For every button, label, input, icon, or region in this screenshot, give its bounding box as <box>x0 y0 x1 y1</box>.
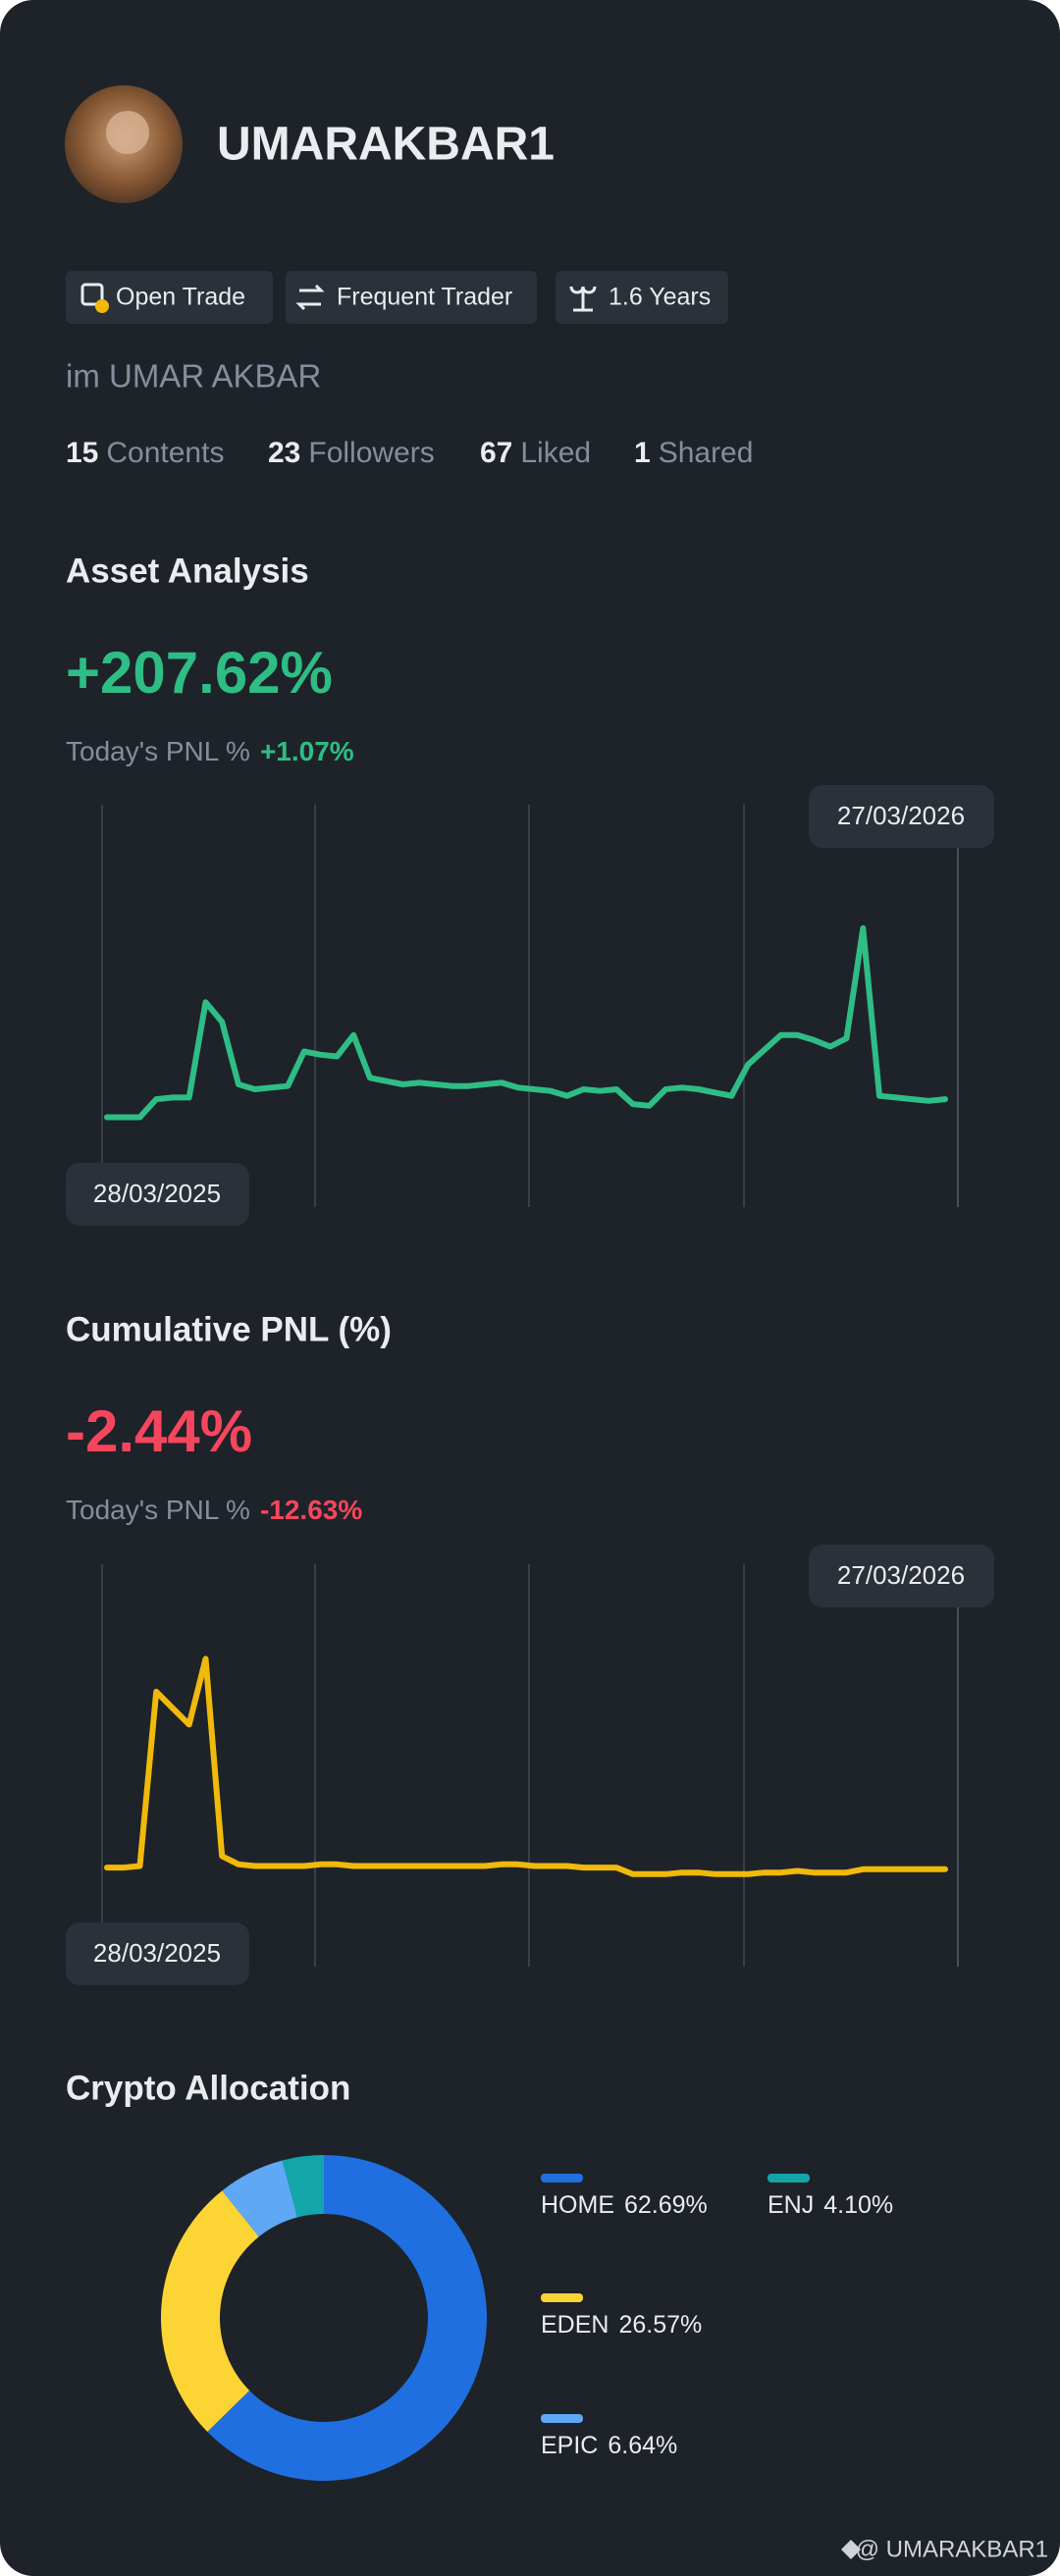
stat-label: Contents <box>106 437 224 469</box>
legend-name: EDEN <box>541 2311 609 2339</box>
badge[interactable] <box>66 271 273 324</box>
stat[interactable]: 15 Contents <box>66 437 224 469</box>
today-pnl-value: +1.07% <box>260 736 354 766</box>
legend-entry: HOME 62.69% <box>541 2191 708 2219</box>
bio: im UMAR AKBAR <box>66 358 321 394</box>
date-pill <box>809 785 994 848</box>
date-pill <box>809 1545 994 1607</box>
line-series <box>104 1656 948 1877</box>
legend-value: 26.57% <box>618 2311 702 2339</box>
stat-value: 15 <box>66 437 98 469</box>
badge-icon <box>569 286 597 312</box>
donut-segment <box>207 2155 487 2481</box>
watermark: @ UMARAKBAR1 <box>856 2536 1048 2562</box>
today-pnl: Today's PNL % +1.07% <box>66 736 354 766</box>
donut-segment <box>282 2155 324 2218</box>
stat-label: Shared <box>659 437 754 469</box>
legend-swatch <box>541 2414 583 2423</box>
line-series <box>104 924 948 1121</box>
start-date: 28/03/2025 <box>93 1938 221 1968</box>
legend-entry: EDEN 26.57% <box>541 2311 702 2339</box>
legend-value: 4.10% <box>823 2191 893 2219</box>
legend-name: EPIC <box>541 2432 598 2459</box>
badge-label: Frequent Trader <box>337 284 512 311</box>
legend-swatch <box>541 2174 583 2182</box>
badge-icon <box>80 283 104 306</box>
legend-value: 6.64% <box>608 2432 677 2459</box>
section-title: Crypto Allocation <box>66 2069 350 2107</box>
section-title: Asset Analysis <box>66 552 309 590</box>
today-pnl-label: Today's PNL % <box>66 736 250 766</box>
today-pnl-label: Today's PNL % <box>66 1495 250 1525</box>
badge-label: 1.6 Years <box>609 284 711 311</box>
badge-icon <box>95 299 109 313</box>
badge[interactable] <box>556 271 728 324</box>
date-pill <box>66 1163 249 1226</box>
stat[interactable]: 67 Liked <box>480 437 591 469</box>
legend-name: ENJ <box>768 2191 814 2219</box>
stat[interactable]: 1 Shared <box>634 437 753 469</box>
badge-icon <box>295 284 325 311</box>
today-pnl: Today's PNL % -12.63% <box>66 1495 362 1525</box>
badge-label: Open Trade <box>116 284 245 311</box>
stat-label: Liked <box>520 437 591 469</box>
badge[interactable] <box>286 271 537 324</box>
legend-swatch <box>541 2293 583 2302</box>
stat-value: 67 <box>480 437 512 469</box>
legend-value: 62.69% <box>624 2191 708 2219</box>
legend-entry: ENJ 4.10% <box>768 2191 893 2219</box>
legend-swatch <box>768 2174 810 2182</box>
headline-value: +207.62% <box>66 640 333 706</box>
start-date: 28/03/2025 <box>93 1179 221 1208</box>
donut-segment <box>222 2160 297 2237</box>
badges: Open Trade Frequent Trader 1.6 Years <box>66 271 728 324</box>
legend-entry: EPIC 6.64% <box>541 2432 677 2459</box>
stat-value: 1 <box>634 437 651 469</box>
watermark-icon <box>841 2540 861 2559</box>
today-pnl-value: -12.63% <box>260 1495 362 1525</box>
legend-name: HOME <box>541 2191 614 2219</box>
avatar-face <box>106 111 149 154</box>
stat-value: 23 <box>268 437 300 469</box>
stat[interactable]: 23 Followers <box>268 437 435 469</box>
headline-value: -2.44% <box>66 1398 252 1464</box>
username: UMARAKBAR1 <box>217 119 555 171</box>
donut-segment <box>160 2190 259 2432</box>
date-pill <box>66 1922 249 1985</box>
stat-label: Followers <box>308 437 434 469</box>
end-date: 27/03/2026 <box>837 801 965 830</box>
section-title: Cumulative PNL (%) <box>66 1310 392 1348</box>
end-date: 27/03/2026 <box>837 1560 965 1590</box>
